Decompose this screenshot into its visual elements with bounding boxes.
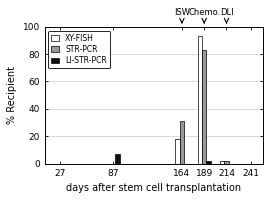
Text: Chemo.: Chemo. <box>188 8 220 23</box>
Bar <box>180 121 184 164</box>
Bar <box>207 161 211 164</box>
Bar <box>202 50 207 164</box>
Bar <box>116 154 120 164</box>
Text: DLI: DLI <box>220 8 233 23</box>
Bar <box>198 36 202 164</box>
Bar <box>224 161 229 164</box>
Bar <box>220 161 224 164</box>
Text: ISW: ISW <box>174 8 190 23</box>
X-axis label: days after stem cell transplantation: days after stem cell transplantation <box>66 183 241 193</box>
Bar <box>175 139 180 164</box>
Legend: XY-FISH, STR-PCR, LI-STR-PCR: XY-FISH, STR-PCR, LI-STR-PCR <box>48 31 110 68</box>
Y-axis label: % Recipient: % Recipient <box>7 66 17 124</box>
